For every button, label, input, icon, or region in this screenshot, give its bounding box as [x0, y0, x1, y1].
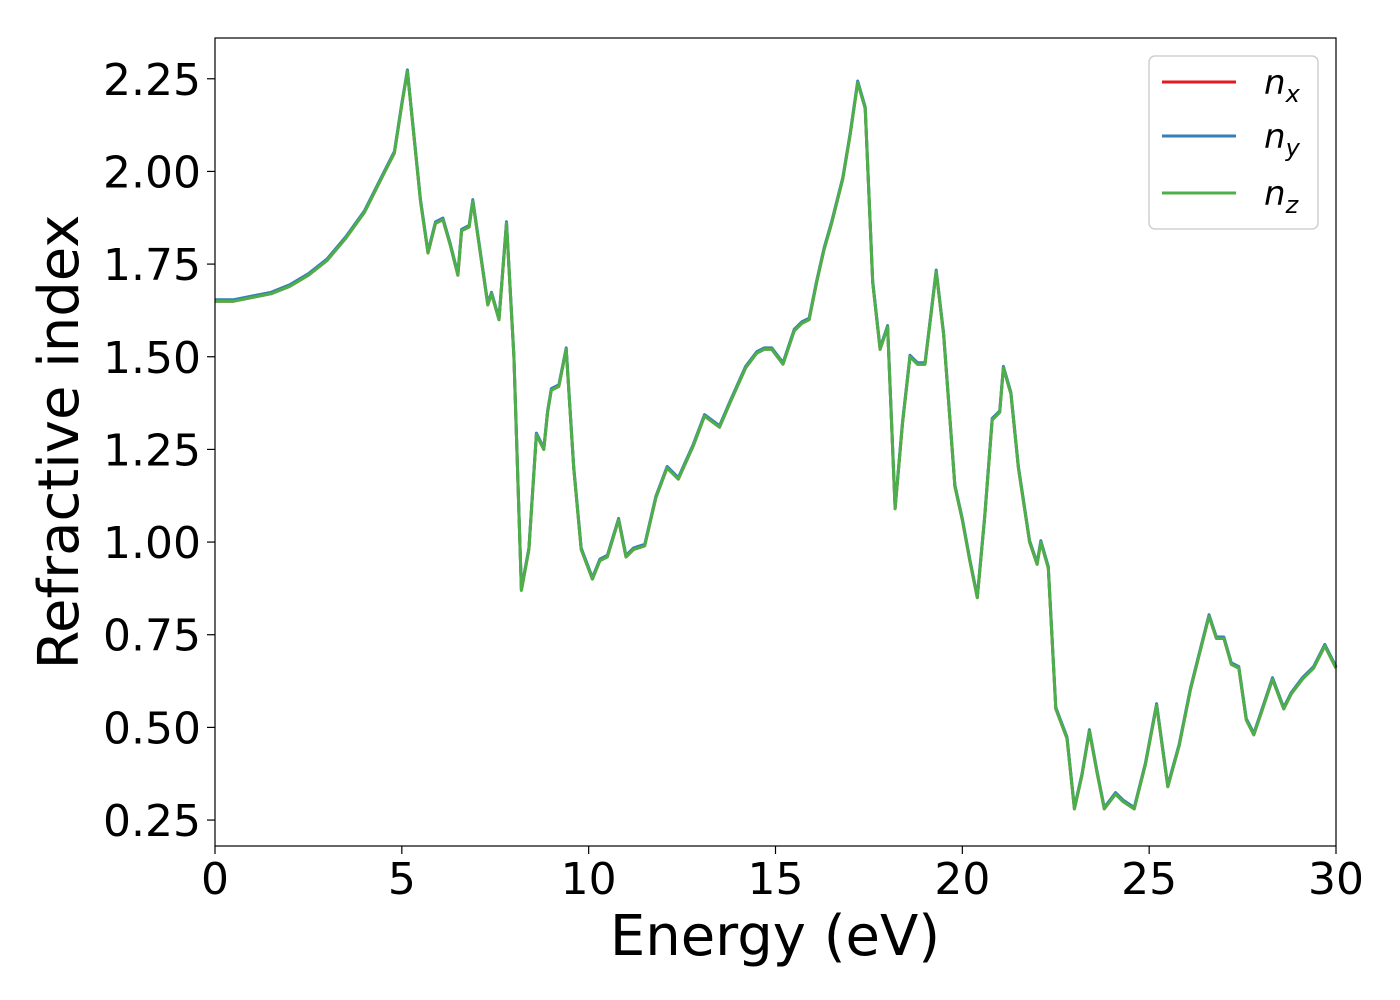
- y-tick-label: 2.25: [103, 55, 201, 106]
- x-tick-label: 15: [748, 854, 804, 905]
- y-tick-label: 1.00: [103, 518, 201, 569]
- x-tick-label: 30: [1308, 854, 1364, 905]
- legend: nx ny nz: [1148, 55, 1319, 230]
- x-axis-ticks: 0 5 10 15 20 25 30: [201, 846, 1364, 905]
- legend-label-nz: nz: [1264, 174, 1300, 219]
- plot-lines: [215, 68, 1338, 811]
- y-tick-label: 0.75: [103, 611, 201, 662]
- y-tick-label: 1.25: [103, 425, 201, 476]
- y-tick-label: 1.50: [103, 333, 201, 384]
- y-tick-label: 1.75: [103, 240, 201, 291]
- x-axis-label: Energy (eV): [610, 904, 940, 969]
- y-tick-label: 0.50: [103, 703, 201, 754]
- legend-label-ny: ny: [1264, 117, 1301, 162]
- x-tick-label: 0: [201, 854, 229, 905]
- x-tick-label: 10: [561, 854, 617, 905]
- y-tick-label: 2.00: [103, 147, 201, 198]
- y-tick-label: 0.25: [103, 796, 201, 847]
- y-axis-ticks: 0.25 0.50 0.75 1.00 1.25 1.50 1.75 2.00 2.25: [103, 55, 215, 847]
- y-axis-label: Refractive index: [27, 215, 92, 670]
- x-tick-label: 25: [1121, 854, 1177, 905]
- series-line-nz: [215, 69, 1338, 811]
- x-tick-label: 5: [388, 854, 416, 905]
- x-tick-label: 20: [934, 854, 990, 905]
- legend-label-nx: nx: [1264, 63, 1301, 108]
- legend-box: [1148, 55, 1319, 230]
